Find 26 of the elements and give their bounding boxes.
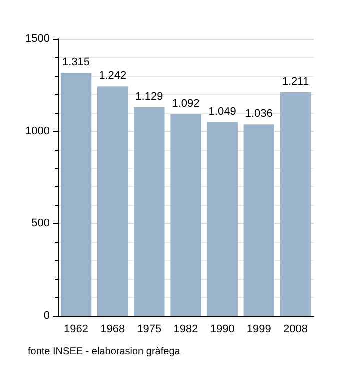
source-note: fonte INSEE - elaborasion gràfega [28,346,181,358]
y-tick-label: 500 [32,218,50,230]
data-label: 1.129 [136,91,164,104]
x-tick-label: 1962 [64,324,89,336]
data-label: 1.315 [62,56,90,69]
bar [60,73,92,316]
data-label: 1.049 [208,106,236,118]
data-label: 1.036 [245,108,273,120]
bar [280,92,312,316]
y-tick-label: 1000 [26,125,50,138]
data-label: 1.242 [99,70,127,82]
x-tick-label: 1968 [100,324,126,336]
bar [134,108,165,316]
bar [207,122,238,316]
x-tick-label: 1975 [137,324,162,336]
y-tick-label: 1500 [26,33,50,45]
x-tick-label: 1982 [174,324,198,336]
bar [170,114,202,316]
x-tick-label: 1990 [210,324,235,336]
x-tick-label: 2008 [283,324,308,336]
bar [97,86,128,316]
bar [244,124,275,316]
x-tick-label: 1999 [246,324,272,336]
data-label: 1.092 [172,98,200,110]
y-tick-label: 0 [44,310,50,322]
data-label: 1.211 [282,76,310,88]
